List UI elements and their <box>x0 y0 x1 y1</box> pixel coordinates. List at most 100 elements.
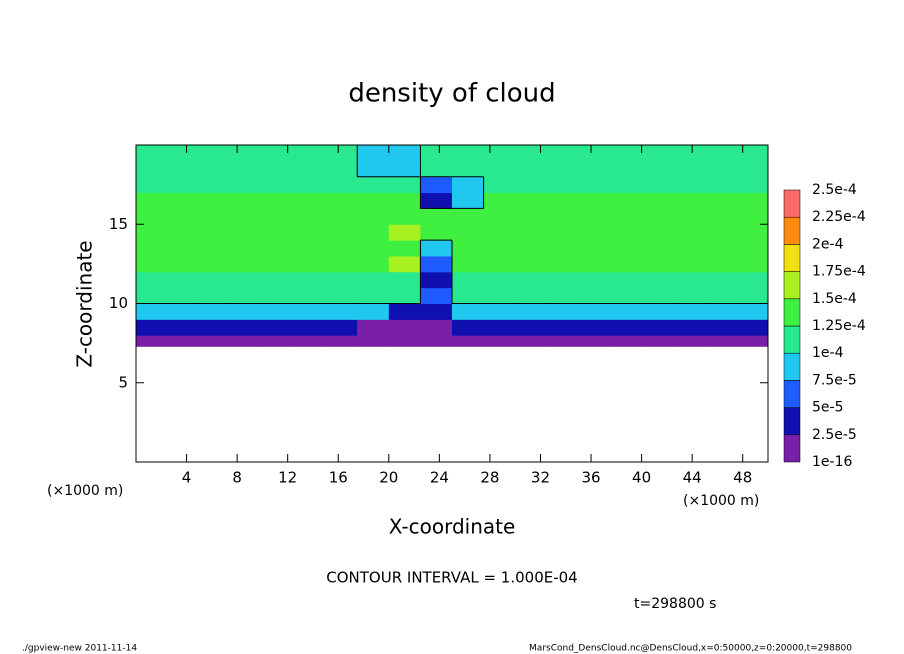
field-cell <box>199 240 232 257</box>
field-cell <box>136 303 169 320</box>
field-cell <box>673 271 706 289</box>
field-cell <box>388 160 421 178</box>
field-cell <box>167 287 200 304</box>
field-cell <box>230 319 263 336</box>
field-cell <box>483 255 516 273</box>
field-cell <box>578 176 611 194</box>
field-cell <box>357 240 390 257</box>
field-cell <box>483 208 516 225</box>
field-cell <box>515 224 548 241</box>
field-cell <box>578 192 611 209</box>
colorbar-swatch <box>783 407 801 436</box>
field-cell <box>452 160 485 178</box>
field-cell <box>736 145 769 162</box>
field-cell <box>357 303 390 320</box>
field-cell <box>452 335 485 347</box>
field-cell <box>167 145 200 162</box>
field-cell <box>483 176 516 194</box>
field-cell <box>230 303 263 320</box>
footer-left: ./gpview-new 2011-11-14 <box>22 644 137 654</box>
field-cell <box>294 240 327 257</box>
chart-title: density of cloud <box>348 79 555 109</box>
field-cell <box>452 240 485 257</box>
field-cell <box>673 145 706 162</box>
colorbar-label: 5e-5 <box>812 400 843 416</box>
field-cell <box>546 319 579 336</box>
y-tick-label: 5 <box>118 373 128 391</box>
field-cell <box>262 271 295 289</box>
field-cell <box>610 240 643 257</box>
field-cell <box>357 319 390 336</box>
field-cell <box>452 224 485 241</box>
y-tick-label: 10 <box>109 294 128 312</box>
field-cell <box>167 255 200 273</box>
colorbar-swatch <box>783 352 801 381</box>
field-cell <box>641 271 674 289</box>
field-cell <box>294 224 327 241</box>
colorbar-label: 2.5e-4 <box>812 182 857 198</box>
field-cell <box>515 240 548 257</box>
field-cell <box>546 176 579 194</box>
field-cell <box>704 255 737 273</box>
field-cell <box>388 176 421 194</box>
colorbar-swatch <box>783 216 801 245</box>
field-cell <box>136 145 169 162</box>
field-cell <box>294 192 327 209</box>
field-cell <box>673 224 706 241</box>
colorbar-swatch <box>783 298 801 327</box>
field-cell <box>736 271 769 289</box>
field-cell <box>388 240 421 257</box>
field-cell <box>325 303 358 320</box>
field-cell <box>673 240 706 257</box>
field-cell <box>452 192 485 209</box>
field-cell <box>230 271 263 289</box>
field-cell <box>546 192 579 209</box>
field-cell <box>610 271 643 289</box>
field-cell <box>452 176 485 194</box>
field-cell <box>388 287 421 304</box>
field-cell <box>452 145 485 162</box>
field-cell <box>357 145 390 162</box>
field-cell <box>357 287 390 304</box>
x-tick-label: 36 <box>581 469 600 487</box>
field-cell <box>736 224 769 241</box>
field-cell <box>641 145 674 162</box>
field-cell <box>357 224 390 241</box>
field-cell <box>578 145 611 162</box>
field-cell <box>515 192 548 209</box>
field-cell <box>167 192 200 209</box>
field-cell <box>294 160 327 178</box>
field-cell <box>420 255 453 273</box>
field-cell <box>262 287 295 304</box>
field-cell <box>578 335 611 347</box>
field-cell <box>736 303 769 320</box>
field-cell <box>262 160 295 178</box>
field-cell <box>704 271 737 289</box>
field-cell <box>230 335 263 347</box>
field-cell <box>420 160 453 178</box>
field-cell <box>325 224 358 241</box>
field-cell <box>736 208 769 225</box>
field-cell <box>357 335 390 347</box>
field-cell <box>452 271 485 289</box>
field-cell <box>199 335 232 347</box>
field-cell <box>641 319 674 336</box>
field-cell <box>641 176 674 194</box>
field-cell <box>641 335 674 347</box>
field-cell <box>199 319 232 336</box>
time-label: t=298800 s <box>634 596 716 612</box>
field-cell <box>357 255 390 273</box>
field-cell <box>420 287 453 304</box>
field-cell <box>388 208 421 225</box>
field-cell <box>736 319 769 336</box>
colorbar-swatch <box>783 325 801 354</box>
field-cell <box>641 240 674 257</box>
field-cell <box>673 192 706 209</box>
field-cell <box>388 335 421 347</box>
field-cell <box>230 208 263 225</box>
field-cell <box>167 335 200 347</box>
colorbar-label: 1.5e-4 <box>812 291 857 307</box>
field-cell <box>483 145 516 162</box>
field-cell <box>610 208 643 225</box>
